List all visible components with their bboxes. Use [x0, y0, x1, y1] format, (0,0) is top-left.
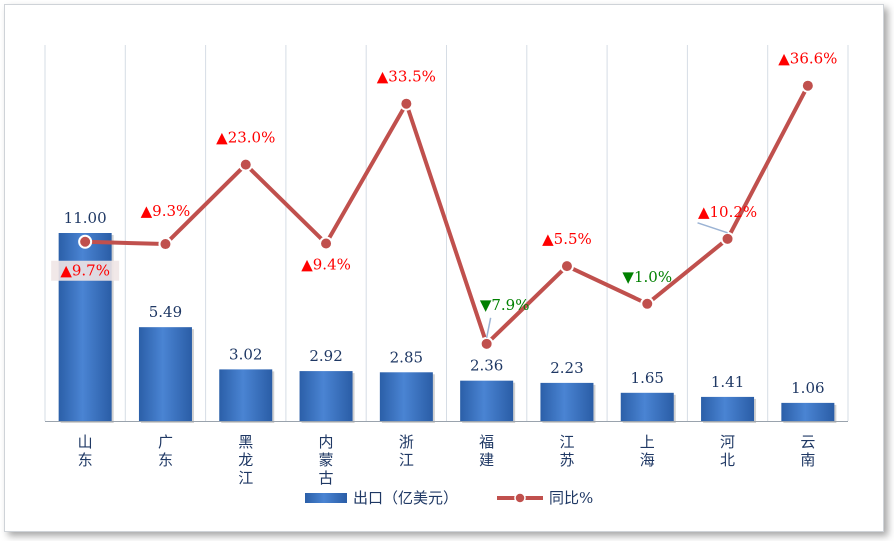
line-point-1[interactable]: [78, 234, 93, 249]
line-point-9[interactable]: [720, 231, 735, 246]
x-tick-label: 内蒙古: [319, 433, 334, 487]
line-value-label: ▼7.9%: [480, 296, 530, 314]
bar-5[interactable]: [379, 372, 433, 421]
label-background: [51, 260, 120, 281]
bar-value-label: 2.36: [470, 357, 503, 375]
bar-value-label: 5.49: [149, 303, 182, 321]
bar-value-label: 2.92: [309, 347, 342, 365]
line-series: [78, 78, 815, 351]
bar-value-label: 1.41: [711, 373, 744, 391]
x-tick-label: 浙江: [399, 433, 414, 469]
legend-line-label: 同比%: [549, 489, 593, 507]
line-value-label: ▲9.3%: [141, 202, 191, 220]
line-point-4[interactable]: [319, 236, 334, 251]
legend-bar-swatch: [305, 493, 347, 503]
bar-9[interactable]: [701, 396, 755, 421]
leader-line: [697, 222, 728, 234]
line-point-6[interactable]: [479, 336, 494, 351]
gridlines: [44, 45, 849, 421]
legend-bar-label: 出口（亿美元）: [353, 489, 458, 507]
bar-value-label: 1.65: [631, 369, 664, 387]
line-value-label: ▲9.7%: [60, 262, 110, 280]
x-tick-label: 河北: [720, 433, 735, 469]
bar-8[interactable]: [620, 392, 674, 421]
line-point-10[interactable]: [800, 78, 815, 93]
bar-10[interactable]: [781, 402, 835, 421]
bar-value-labels: 11.00 5.49 3.02 2.92 2.85 2.36 2.23 1.65 1.41 1.0…: [64, 209, 825, 397]
line-value-label: ▲10.2%: [698, 203, 757, 221]
bar-value-label: 11.00: [64, 209, 107, 227]
bar-2[interactable]: [138, 327, 192, 421]
bar-3[interactable]: [219, 369, 273, 421]
bar-6[interactable]: [460, 380, 514, 421]
x-axis: 山东 广东 黑龙江 内蒙古 浙江 福建 江苏 上海 河北 云南: [45, 421, 848, 487]
line-value-label: ▼1.0%: [622, 268, 672, 286]
bar-value-label: 2.85: [390, 348, 423, 366]
chart-canvas: 11.00 5.49 3.02 2.92 2.85 2.36 2.23 1.65 1.41 1.0…: [44, 45, 849, 507]
bar-value-label: 1.06: [791, 379, 824, 397]
bar-7[interactable]: [540, 382, 594, 421]
bar-series: [58, 233, 837, 423]
line-value-label: ▲23.0%: [216, 129, 275, 147]
x-tick-label: 上海: [640, 433, 655, 469]
x-tick-label: 黑龙江: [238, 433, 253, 487]
line-point-2[interactable]: [158, 237, 173, 252]
line-point-7[interactable]: [559, 259, 574, 274]
line-point-3[interactable]: [238, 157, 253, 172]
line-point-5[interactable]: [399, 96, 414, 111]
leader-line: [485, 317, 492, 338]
line-point-8[interactable]: [640, 296, 655, 311]
line-value-label: ▲5.5%: [542, 230, 592, 248]
x-tick-label: 广东: [158, 433, 173, 469]
line-value-label: ▲36.6%: [778, 50, 837, 68]
bar-4[interactable]: [299, 371, 353, 421]
bar-value-label: 2.23: [550, 359, 583, 377]
legend-line-marker: [514, 492, 526, 504]
x-tick-label: 山东: [78, 433, 93, 469]
x-tick-label: 江苏: [559, 433, 574, 469]
x-tick-label: 云南: [800, 433, 815, 469]
legend[interactable]: 出口（亿美元） 同比%: [305, 489, 593, 507]
line-value-label: ▲9.4%: [301, 255, 351, 273]
line-value-label: ▲33.5%: [377, 68, 436, 86]
line-path: [85, 84, 810, 346]
bar-value-label: 3.02: [229, 345, 262, 363]
chart-frame: 11.00 5.49 3.02 2.92 2.85 2.36 2.23 1.65 1.41 1.0…: [4, 4, 884, 532]
line-value-labels: ▲9.7% ▲9.3% ▲23.0% ▲9.4% ▲33.5% ▼7.9% ▲5.5% ▼1.…: [51, 50, 837, 338]
x-tick-label: 福建: [479, 433, 494, 469]
